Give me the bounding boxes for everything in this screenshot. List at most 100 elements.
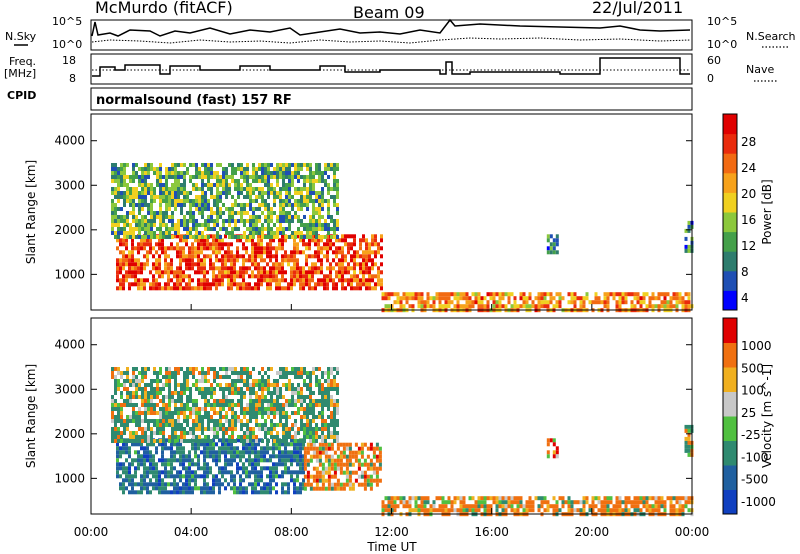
data-cell <box>135 379 138 383</box>
data-cell <box>318 478 322 483</box>
data-cell <box>264 399 267 403</box>
data-cell <box>302 486 305 491</box>
data-cell <box>149 286 152 291</box>
data-cell <box>114 403 117 407</box>
data-cell <box>165 207 168 211</box>
data-cell <box>171 439 174 443</box>
data-cell <box>651 504 655 509</box>
data-cell <box>312 427 315 431</box>
data-cell <box>191 258 194 263</box>
data-cell <box>150 435 153 439</box>
data-cell <box>272 446 275 451</box>
data-cell <box>663 500 667 505</box>
data-cell <box>327 478 331 483</box>
data-cell <box>177 415 180 419</box>
data-cell <box>152 486 155 491</box>
data-cell <box>275 270 278 275</box>
data-cell <box>567 292 571 297</box>
data-cell <box>275 286 278 291</box>
data-cell <box>230 486 233 491</box>
data-cell <box>299 282 302 287</box>
data-cell <box>240 411 243 415</box>
data-cell <box>203 486 206 491</box>
data-cell <box>302 250 305 255</box>
data-cell <box>297 391 300 395</box>
data-cell <box>144 391 147 395</box>
data-cell <box>302 270 305 275</box>
data-cell <box>669 504 673 509</box>
data-cell <box>272 486 275 491</box>
data-cell <box>263 250 266 255</box>
data-cell <box>309 235 312 239</box>
data-cell <box>153 211 156 215</box>
data-cell <box>309 442 313 447</box>
data-cell <box>312 203 315 207</box>
data-cell <box>627 500 631 505</box>
data-cell <box>278 238 281 243</box>
data-cell <box>168 371 171 375</box>
data-cell <box>297 367 300 371</box>
data-cell <box>330 379 333 383</box>
data-cell <box>303 235 306 239</box>
data-cell <box>258 379 261 383</box>
data-cell <box>276 195 279 199</box>
data-cell <box>143 242 146 247</box>
data-cell <box>305 262 308 267</box>
data-cell <box>176 450 179 455</box>
data-cell <box>216 203 219 207</box>
data-cell <box>228 383 231 387</box>
data-cell <box>288 223 291 227</box>
data-cell <box>432 508 436 513</box>
data-cell <box>240 183 243 187</box>
data-cell <box>212 438 215 443</box>
data-cell <box>225 231 228 235</box>
data-cell <box>684 504 688 509</box>
data-cell <box>321 383 324 387</box>
data-cell <box>522 508 526 513</box>
data-cell <box>143 278 146 283</box>
data-cell <box>293 454 296 459</box>
data-cell <box>311 238 314 243</box>
data-cell <box>228 183 231 187</box>
data-cell <box>269 266 272 271</box>
data-cell <box>152 466 155 471</box>
data-cell <box>510 496 514 501</box>
data-cell <box>218 242 221 247</box>
data-cell <box>333 470 337 475</box>
data-cell <box>450 500 454 505</box>
data-cell <box>645 292 649 297</box>
data-cell <box>192 431 195 435</box>
data-cell <box>197 474 200 479</box>
data-cell <box>188 250 191 255</box>
data-cell <box>684 448 688 453</box>
data-cell <box>258 407 261 411</box>
data-cell <box>300 219 303 223</box>
data-cell <box>459 508 463 513</box>
data-cell <box>173 486 176 491</box>
data-cell <box>302 462 305 467</box>
data-cell <box>122 490 125 495</box>
data-cell <box>119 466 122 471</box>
data-cell <box>285 163 288 167</box>
data-cell <box>210 419 213 423</box>
data-cell <box>315 415 318 419</box>
data-cell <box>261 387 264 391</box>
data-cell <box>162 199 165 203</box>
data-cell <box>222 399 225 403</box>
data-cell <box>173 442 176 447</box>
data-cell <box>341 282 344 287</box>
data-cell <box>266 442 269 447</box>
data-cell <box>207 415 210 419</box>
data-cell <box>128 266 131 271</box>
data-cell <box>120 419 123 423</box>
data-cell <box>147 427 150 431</box>
data-cell <box>311 266 314 271</box>
data-cell <box>210 403 213 407</box>
data-cell <box>242 442 245 447</box>
data-cell <box>183 431 186 435</box>
data-cell <box>281 246 284 251</box>
data-cell <box>336 462 340 467</box>
data-cell <box>333 419 336 423</box>
data-cell <box>222 223 225 227</box>
data-cell <box>675 500 679 505</box>
